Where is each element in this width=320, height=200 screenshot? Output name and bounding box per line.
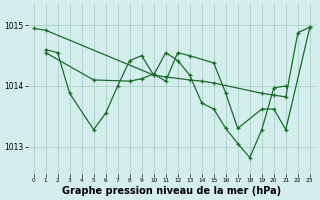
X-axis label: Graphe pression niveau de la mer (hPa): Graphe pression niveau de la mer (hPa) [62, 186, 281, 196]
